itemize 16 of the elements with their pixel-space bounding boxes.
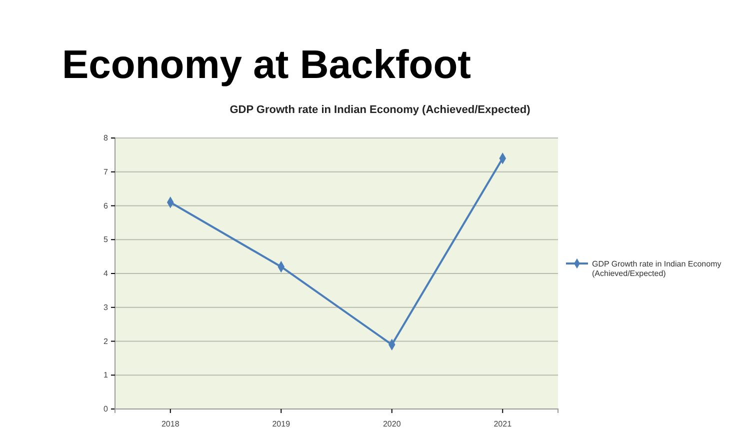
y-tick-label: 7 (104, 167, 109, 176)
y-tick-label: 5 (104, 235, 109, 244)
chart-title: Economy at Backfoot (62, 43, 471, 87)
x-tick-label: 2021 (494, 419, 512, 428)
legend-label: GDP Growth rate in Indian Economy (Achieved/Expected) (592, 260, 722, 278)
x-tick-label: 2018 (161, 419, 180, 428)
chart-subtitle: GDP Growth rate in Indian Economy (Achieved/Expected) (230, 104, 531, 116)
x-tick-label: 2020 (382, 419, 402, 428)
y-tick-label: 2 (104, 336, 109, 346)
y-tick-label: 4 (104, 269, 109, 278)
y-tick-label: 3 (104, 302, 109, 312)
y-tick-label: 0 (104, 404, 109, 414)
y-tick-label: 1 (104, 370, 109, 380)
y-tick-label: 6 (104, 201, 109, 210)
x-tick-label: 2019 (272, 419, 291, 428)
y-tick-label: 8 (104, 134, 109, 143)
